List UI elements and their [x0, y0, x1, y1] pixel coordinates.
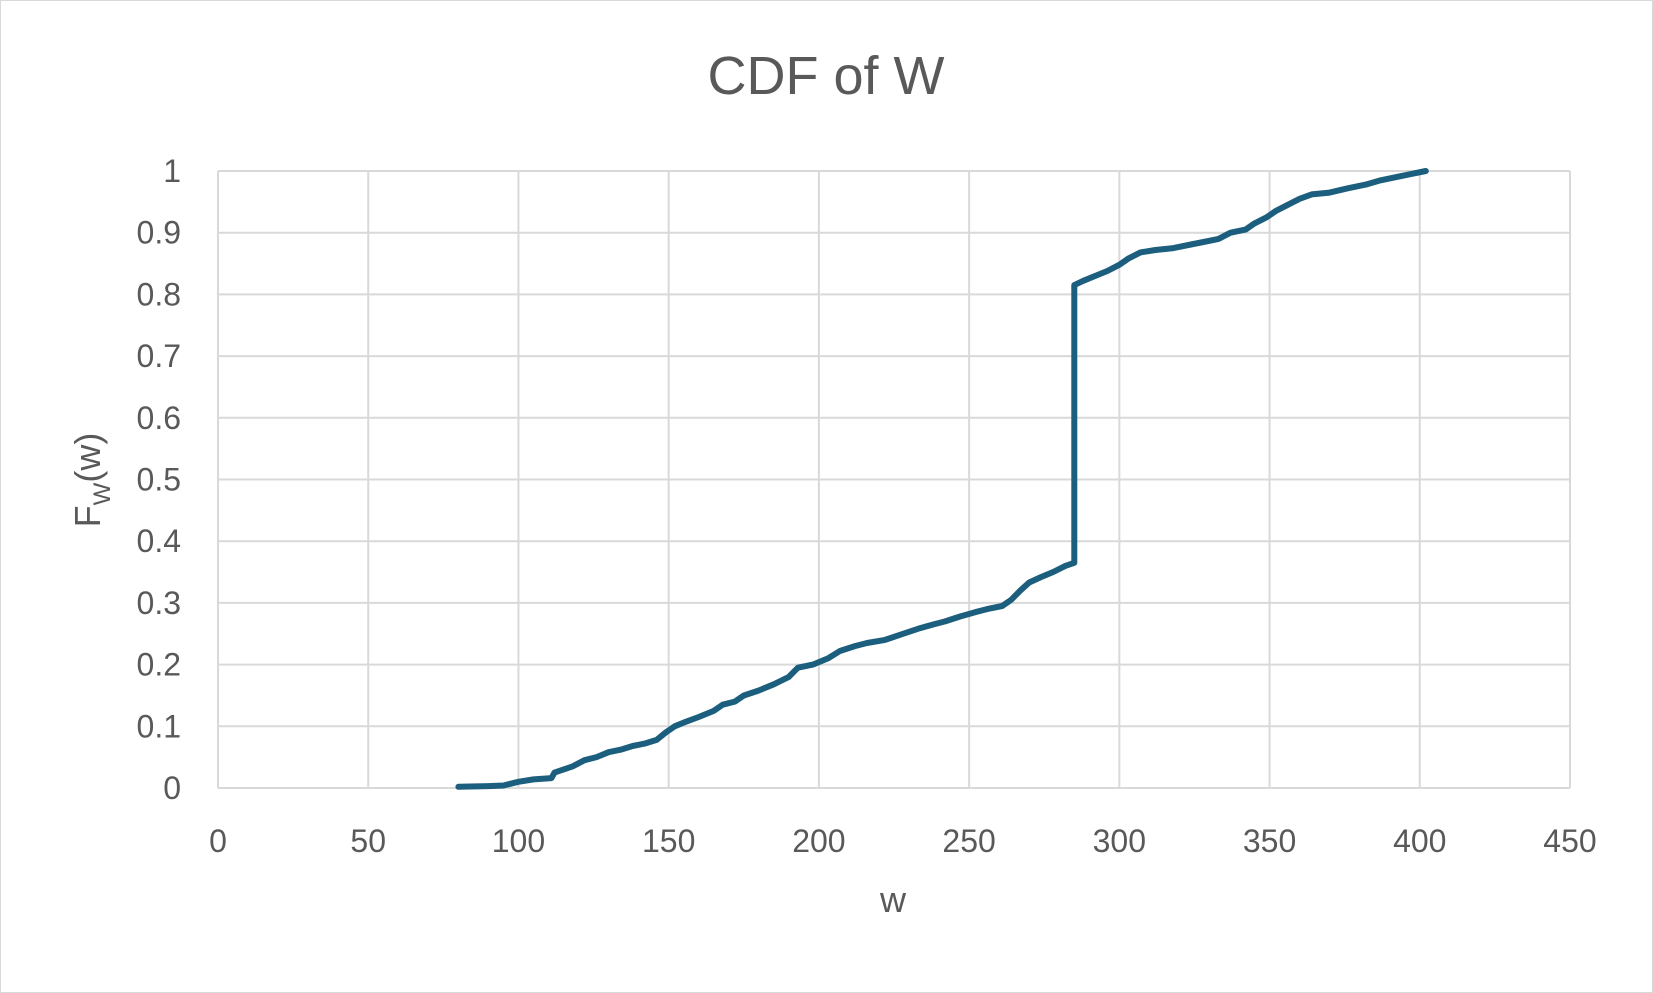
- x-tick-label: 50: [350, 823, 386, 859]
- y-axis-label-suffix: (w): [67, 433, 108, 483]
- y-tick-label: 0.2: [137, 647, 181, 683]
- chart-title: CDF of W: [708, 46, 945, 106]
- x-tick-label: 400: [1393, 823, 1446, 859]
- y-tick-label: 0: [163, 770, 181, 806]
- grid: [217, 170, 1571, 789]
- y-tick-label: 0.5: [137, 462, 181, 498]
- x-axis-label: w: [879, 879, 907, 920]
- x-axis-ticks: 0 50 100 150 200 250 300 350 400 450: [209, 823, 1597, 859]
- y-axis-label-main: F: [67, 505, 108, 527]
- y-tick-label: 0.3: [137, 585, 181, 621]
- series-group: [455, 168, 1429, 790]
- x-tick-label: 300: [1093, 823, 1146, 859]
- x-tick-label: 450: [1543, 823, 1596, 859]
- y-tick-label: 0.8: [137, 276, 181, 312]
- x-tick-label: 0: [209, 823, 227, 859]
- x-tick-label: 200: [792, 823, 845, 859]
- y-tick-label: 0.6: [137, 400, 181, 436]
- y-tick-label: 0.7: [137, 338, 181, 374]
- y-axis-label: FW(w): [67, 433, 116, 528]
- x-tick-label: 250: [942, 823, 995, 859]
- y-tick-label: 0.4: [137, 523, 181, 559]
- y-tick-label: 0.1: [137, 708, 181, 744]
- y-tick-label: 1: [163, 153, 181, 189]
- y-tick-label: 0.9: [137, 215, 181, 251]
- y-axis-label-subscript: W: [89, 482, 116, 505]
- x-tick-label: 350: [1243, 823, 1296, 859]
- x-tick-label: 100: [492, 823, 545, 859]
- y-axis-ticks: 0 0.1 0.2 0.3 0.4 0.5 0.6 0.7 0.8 0.9 1: [137, 153, 181, 806]
- x-tick-label: 150: [642, 823, 695, 859]
- series-line-cdf: [455, 168, 1429, 790]
